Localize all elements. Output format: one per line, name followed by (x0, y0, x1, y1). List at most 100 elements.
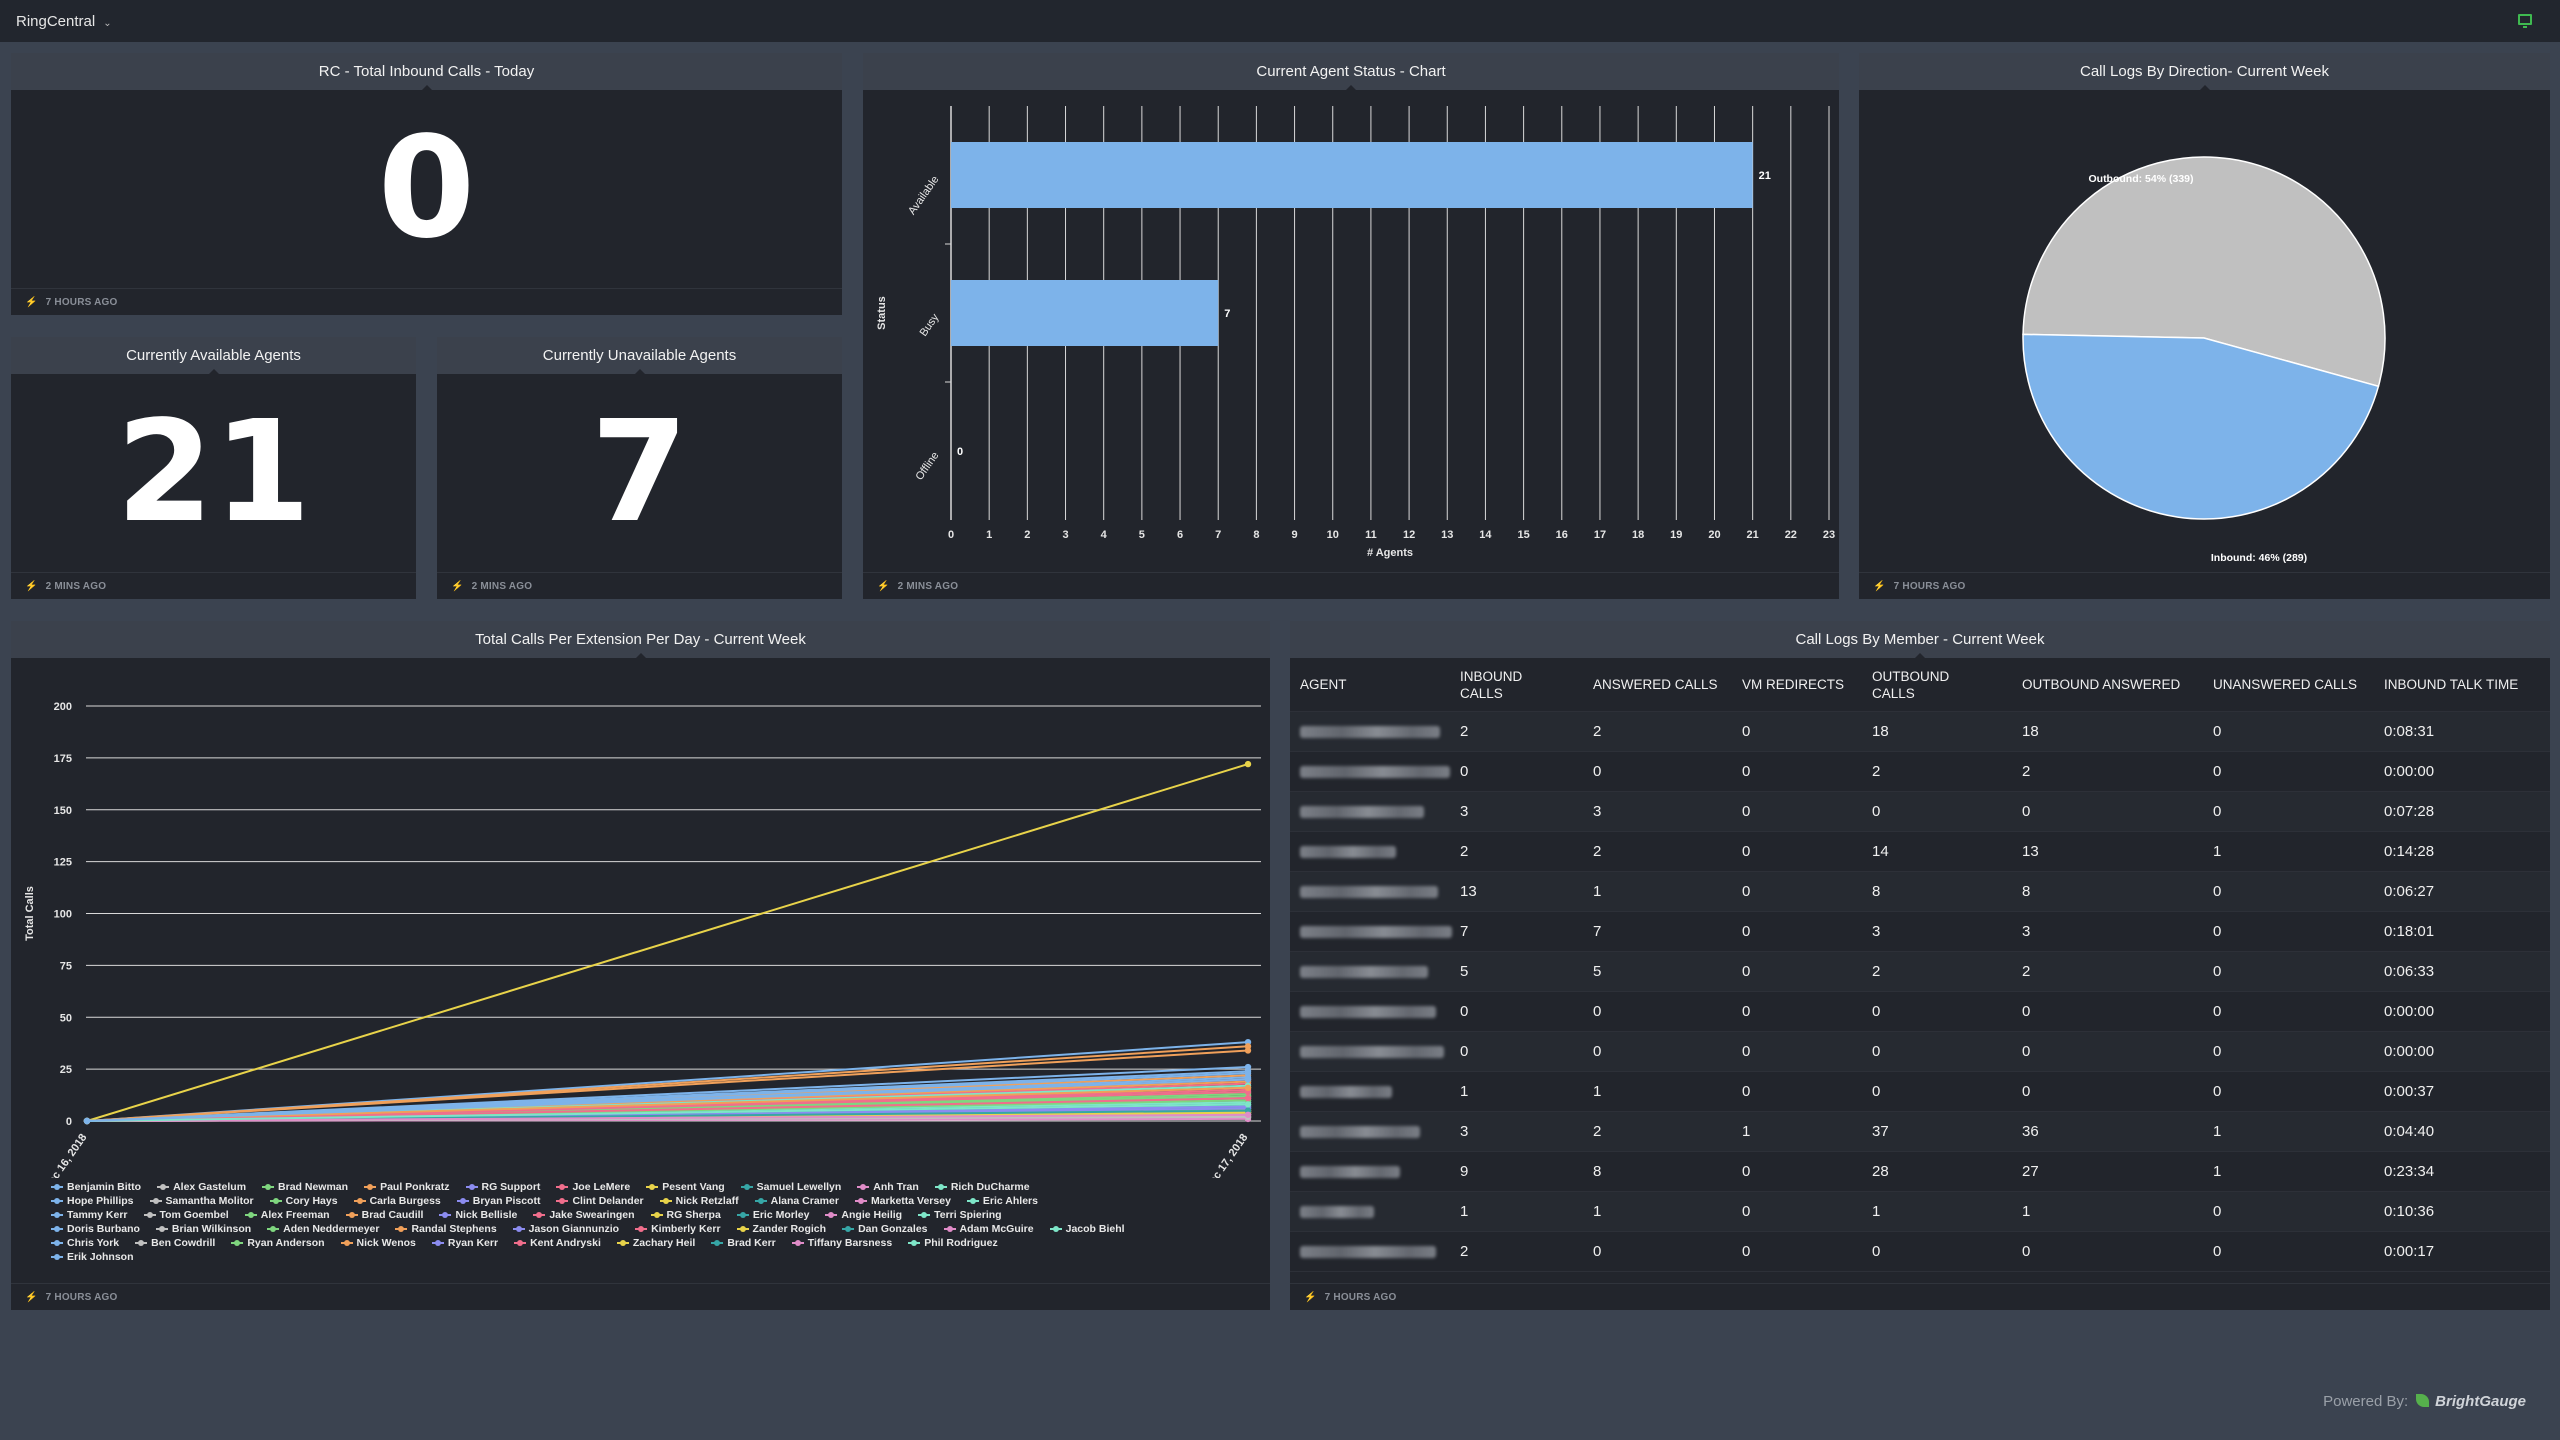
legend-item[interactable]: Erik Johnson (51, 1251, 134, 1263)
table-row[interactable]: 0 0 0 0 0 0 0:00:00 (1290, 992, 2550, 1032)
legend-item[interactable]: Anh Tran (857, 1181, 919, 1193)
table-row[interactable]: 5 5 0 2 2 0 0:06:33 (1290, 952, 2550, 992)
legend-label: Tammy Kerr (67, 1209, 128, 1221)
legend-item[interactable]: Nick Wenos (340, 1237, 416, 1249)
legend-item[interactable]: Brad Kerr (711, 1237, 776, 1249)
legend-item[interactable]: Cory Hays (269, 1195, 338, 1207)
legend-item[interactable]: Adam McGuire (943, 1223, 1034, 1235)
table-row[interactable]: 2 2 0 14 13 1 0:14:28 (1290, 832, 2550, 872)
legend-row: Benjamin Bitto Alex Gastelum Brad Newman Pa… (51, 1181, 1251, 1195)
legend-item[interactable]: Doris Burbano (51, 1223, 140, 1235)
redaction-blur (1300, 765, 1450, 778)
legend-item[interactable]: Jacob Biehl (1049, 1223, 1125, 1235)
table-row[interactable]: 3 3 0 0 0 0 0:07:28 (1290, 792, 2550, 832)
widget-footer: ⚡ 2 MINS AGO (437, 572, 842, 599)
column-header[interactable]: INBOUND CALLS (1460, 668, 1523, 701)
legend-item[interactable]: Clint Delander (556, 1195, 644, 1207)
legend-item[interactable]: Chris York (51, 1237, 119, 1249)
legend-swatch (395, 1226, 408, 1233)
column-header[interactable]: UNANSWERED CALLS (2213, 677, 2358, 692)
column-header[interactable]: VM REDIRECTS (1742, 677, 1845, 692)
legend-item[interactable]: Kent Andryski (514, 1237, 601, 1249)
legend-item[interactable]: Nick Bellisle (439, 1209, 517, 1221)
legend-item[interactable]: Tammy Kerr (51, 1209, 128, 1221)
column-header[interactable]: OUTBOUND CALLS (1872, 668, 1950, 701)
legend-item[interactable]: Brian Wilkinson (155, 1223, 251, 1235)
legend-item[interactable]: Angie Heilig (825, 1209, 902, 1221)
legend-item[interactable]: Eric Ahlers (966, 1195, 1038, 1207)
legend-item[interactable]: Nick Retzlaff (659, 1195, 739, 1207)
table-cell: 5 (1593, 963, 1602, 980)
table-cell: 0 (1460, 1043, 1469, 1060)
legend-item[interactable]: Paul Ponkratz (364, 1181, 450, 1193)
legend-item[interactable]: Randal Stephens (395, 1223, 497, 1235)
legend-item[interactable]: Samuel Lewellyn (740, 1181, 841, 1193)
legend-item[interactable]: Alex Gastelum (157, 1181, 246, 1193)
table-row[interactable]: 13 1 0 8 8 0 0:06:27 (1290, 872, 2550, 912)
legend-item[interactable]: Hope Phillips (51, 1195, 134, 1207)
table-row[interactable]: 9 8 0 28 27 1 0:23:34 (1290, 1152, 2550, 1192)
table-row[interactable]: 0 0 0 2 2 0 0:00:00 (1290, 752, 2550, 792)
dashboard-switcher[interactable]: RingCentral ⌄ (16, 13, 112, 30)
legend-item[interactable]: Ryan Kerr (431, 1237, 498, 1249)
table-row[interactable]: 1 1 0 0 0 0 0:00:37 (1290, 1072, 2550, 1112)
legend-item[interactable]: Kimberly Kerr (635, 1223, 721, 1235)
brightgauge-logo: BrightGauge (2435, 1393, 2526, 1410)
powered-by[interactable]: Powered By: BrightGauge (2323, 1393, 2526, 1410)
table-row[interactable]: 7 7 0 3 3 0 0:18:01 (1290, 912, 2550, 952)
bolt-icon: ⚡ (25, 581, 38, 592)
widget-title[interactable]: Total Calls Per Extension Per Day - Curr… (11, 621, 1270, 659)
series-line (86, 1072, 1249, 1122)
legend-item[interactable]: Tiffany Barsness (791, 1237, 892, 1249)
legend-item[interactable]: Benjamin Bitto (51, 1181, 141, 1193)
legend-item[interactable]: Ryan Anderson (231, 1237, 325, 1249)
legend-item[interactable]: Ben Cowdrill (135, 1237, 215, 1249)
widget-title[interactable]: Currently Available Agents (11, 337, 416, 375)
y-tick-label: 75 (60, 960, 72, 972)
monitor-icon[interactable] (2518, 14, 2532, 28)
table-row[interactable]: 1 1 0 1 1 0 0:10:36 (1290, 1192, 2550, 1232)
table-row[interactable]: 0 0 0 0 0 0 0:00:00 (1290, 1032, 2550, 1072)
legend-item[interactable]: Eric Morley (736, 1209, 809, 1221)
legend-item[interactable]: Aden Neddermeyer (267, 1223, 379, 1235)
legend-item[interactable]: Marketta Versey (854, 1195, 951, 1207)
legend-item[interactable]: Bryan Piscott (456, 1195, 540, 1207)
legend-item[interactable]: Zander Rogich (736, 1223, 826, 1235)
legend-item[interactable]: Dan Gonzales (842, 1223, 928, 1235)
legend-item[interactable]: Terri Spiering (918, 1209, 1002, 1221)
widget-title[interactable]: Call Logs By Direction- Current Week (1859, 53, 2550, 91)
legend-item[interactable]: RG Support (465, 1181, 540, 1193)
table-header-row: AGENT INBOUND CALLS ANSWERED CALLS VM REDIR… (1290, 658, 2550, 712)
legend-item[interactable]: Carla Burgess (353, 1195, 441, 1207)
legend-item[interactable]: Brad Newman (262, 1181, 348, 1193)
column-header[interactable]: ANSWERED CALLS (1593, 677, 1718, 692)
widget-title[interactable]: RC - Total Inbound Calls - Today (11, 53, 842, 91)
legend-item[interactable]: Joe LeMere (556, 1181, 630, 1193)
legend-item[interactable]: Tom Goembel (143, 1209, 229, 1221)
widget-title[interactable]: Call Logs By Member - Current Week (1290, 621, 2550, 659)
table-cell: 7 (1460, 923, 1469, 940)
legend-item[interactable]: Rich DuCharme (934, 1181, 1030, 1193)
legend-item[interactable]: Phil Rodriguez (908, 1237, 998, 1249)
legend-item[interactable]: Alana Cramer (754, 1195, 839, 1207)
column-header[interactable]: AGENT (1300, 677, 1347, 692)
table-row[interactable]: 3 2 1 37 36 1 0:04:40 (1290, 1112, 2550, 1152)
legend-item[interactable]: Jason Giannunzio (512, 1223, 619, 1235)
legend-item[interactable]: Samantha Molitor (149, 1195, 254, 1207)
widget-title[interactable]: Currently Unavailable Agents (437, 337, 842, 375)
table-row[interactable]: 2 0 0 0 0 0 0:00:17 (1290, 1232, 2550, 1272)
legend-item[interactable]: RG Sherpa (650, 1209, 721, 1221)
legend-item[interactable]: Jake Swearingen (533, 1209, 635, 1221)
column-header[interactable]: OUTBOUND ANSWERED (2022, 677, 2181, 692)
bolt-icon: ⚡ (25, 297, 38, 308)
column-header[interactable]: INBOUND TALK TIME (2384, 677, 2519, 692)
legend-item[interactable]: Alex Freeman (244, 1209, 330, 1221)
widget-title[interactable]: Current Agent Status - Chart (863, 53, 1839, 91)
legend-swatch (244, 1212, 257, 1219)
legend-item[interactable]: Brad Caudill (345, 1209, 423, 1221)
legend-item[interactable]: Zachary Heil (616, 1237, 695, 1249)
table-row[interactable]: 2 2 0 18 18 0 0:08:31 (1290, 712, 2550, 752)
redaction-blur (1300, 965, 1428, 978)
legend-item[interactable]: Pesent Vang (646, 1181, 725, 1193)
table-cell: 27 (2022, 1163, 2039, 1180)
